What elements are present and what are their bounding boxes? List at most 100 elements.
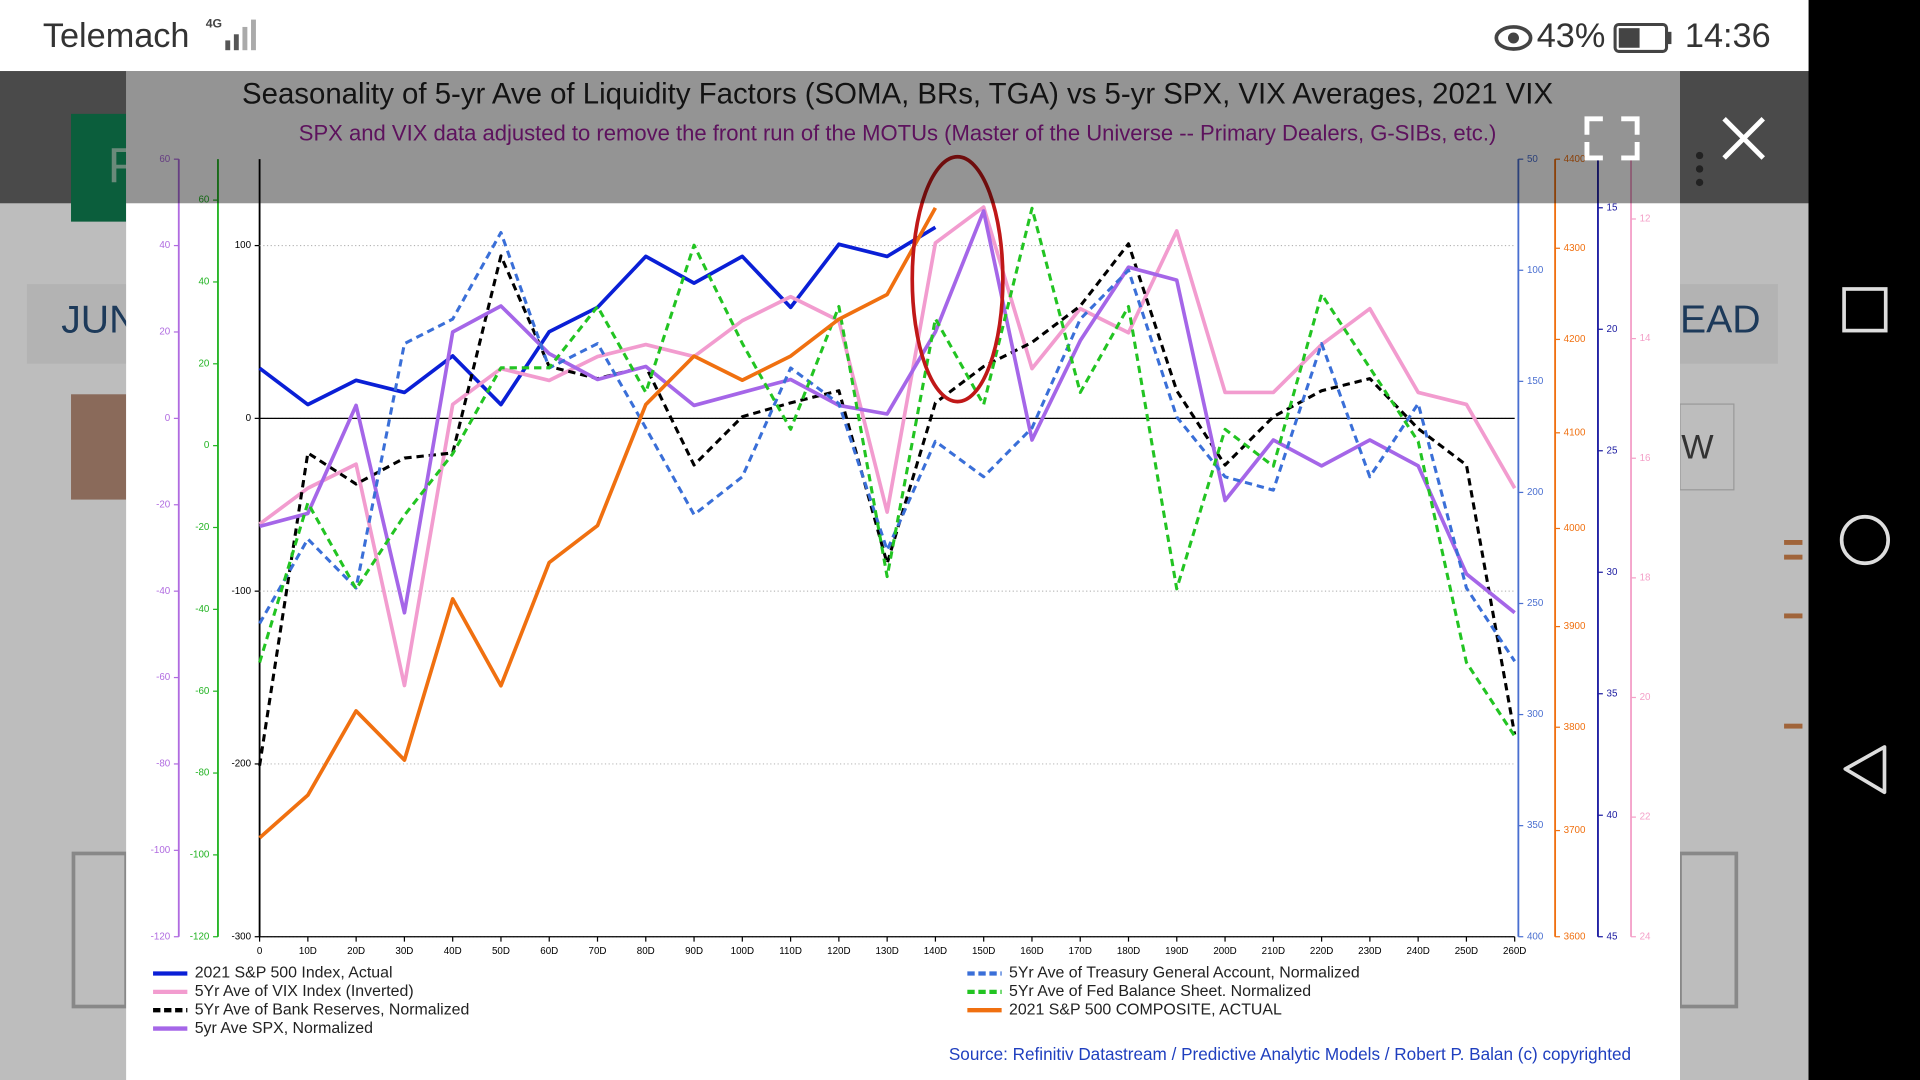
y-tick-label: 4400	[1564, 154, 1586, 165]
y-tick-label: 200	[1527, 487, 1544, 498]
x-tick-label: 150D	[972, 946, 995, 957]
y-tick-label: -20	[156, 499, 171, 510]
x-tick-label: 240D	[1406, 946, 1429, 957]
eye-icon	[1494, 25, 1533, 51]
status-bar	[0, 0, 1920, 72]
app-tab-text: EAD	[1680, 298, 1761, 341]
y-tick-label: -40	[156, 586, 171, 597]
x-tick-label: 260D	[1503, 946, 1526, 957]
x-tick-label: 50D	[492, 946, 510, 957]
y-tick-label: 0	[204, 440, 210, 451]
battery-percent: 43%	[1537, 17, 1606, 55]
y-tick-label: 3800	[1564, 722, 1586, 733]
more-menu[interactable]	[1695, 151, 1704, 187]
y-tick-label: 60	[159, 154, 170, 165]
x-tick-label: 60D	[540, 946, 558, 957]
chart-title: Seasonality of 5-yr Ave of Liquidity Fac…	[242, 77, 1553, 110]
y-tick-label: 22	[1640, 812, 1651, 823]
y-tick-label: 20	[159, 327, 170, 338]
chart-image	[126, 71, 1681, 1080]
legend-label: 5yr Ave SPX, Normalized	[195, 1020, 373, 1037]
legend-label: 5Yr Ave of Fed Balance Sheet. Normalized	[1009, 983, 1311, 1000]
y-tick-label: 60	[198, 195, 209, 206]
x-tick-label: 190D	[1165, 946, 1188, 957]
legend-label: 2021 S&P 500 COMPOSITE, ACTUAL	[1009, 1001, 1282, 1018]
x-tick-label: 10D	[299, 946, 317, 957]
series-line	[259, 209, 1516, 615]
app-markers	[1784, 540, 1803, 729]
x-tick-label: 120D	[827, 946, 850, 957]
y-tick-label: 45	[1607, 931, 1618, 942]
y-tick-label: 4100	[1564, 427, 1586, 438]
recent-apps-button[interactable]	[1842, 287, 1888, 333]
x-tick-label: 90D	[685, 946, 703, 957]
y-tick-label: 14	[1640, 333, 1651, 344]
series-line	[258, 206, 1516, 738]
x-tick-label: 160D	[1020, 946, 1043, 957]
y-tick-label: 20	[1640, 692, 1651, 703]
app-tab-text: JUN	[61, 298, 137, 341]
app-logo	[71, 113, 127, 222]
y-tick-label: 100	[1527, 265, 1544, 276]
y-tick-label: 0	[165, 413, 171, 424]
chart-source: Source: Refinitiv Datastream / Predictiv…	[949, 1044, 1631, 1064]
y-tick-label: 40	[1607, 810, 1618, 821]
x-tick-label: 170D	[1069, 946, 1092, 957]
y-tick-label: -60	[195, 686, 210, 697]
y-tick-label: 4200	[1564, 334, 1586, 345]
y-tick-label: 16	[1640, 453, 1651, 464]
y-tick-label: 3600	[1564, 931, 1586, 942]
y-tick-label: -80	[195, 768, 210, 779]
y-tick-label: 20	[1607, 324, 1618, 335]
series-line	[258, 207, 937, 840]
x-tick-label: 140D	[924, 946, 947, 957]
series-line	[258, 242, 1517, 766]
x-tick-label: 180D	[1117, 946, 1140, 957]
y-tick-label: -20	[195, 522, 210, 533]
y-tick-label: -120	[151, 931, 171, 942]
fullscreen-button[interactable]	[1584, 116, 1640, 161]
app-tab[interactable]	[26, 284, 127, 364]
back-button[interactable]	[1843, 745, 1887, 795]
y-tick-label: 30	[1607, 567, 1618, 578]
y-tick-label: 20	[198, 358, 209, 369]
y-tick-label: 3900	[1564, 621, 1586, 632]
y-tick-label: 15	[1607, 202, 1618, 213]
y-tick-label: -100	[231, 586, 251, 597]
y-tick-label: 18	[1640, 572, 1651, 583]
y-tick-label: -120	[190, 931, 210, 942]
x-tick-label: 40D	[444, 946, 462, 957]
carrier: Telemach	[43, 17, 190, 55]
chart: Seasonality of 5-yr Ave of Liquidity Fac…	[151, 77, 1651, 1064]
y-tick-label: 400	[1527, 931, 1544, 942]
x-tick-label: 80D	[637, 946, 655, 957]
chart-subtitle: SPX and VIX data adjusted to remove the …	[299, 121, 1497, 146]
close-button[interactable]	[1722, 117, 1765, 160]
y-tick-label: 24	[1640, 931, 1651, 942]
y-tick-label: 40	[159, 240, 170, 251]
x-tick-label: 200D	[1213, 946, 1236, 957]
y-tick-label: 12	[1640, 214, 1651, 225]
y-tick-label: -60	[156, 672, 171, 683]
y-tick-label: 350	[1527, 820, 1544, 831]
y-tick-label: -300	[231, 931, 251, 942]
app-button-text: W	[1681, 428, 1714, 466]
y-tick-label: -100	[151, 845, 171, 856]
signal-icon	[225, 19, 256, 51]
y-tick-label: -200	[231, 759, 251, 770]
battery-icon	[1613, 22, 1672, 53]
y-tick-label: 0	[246, 413, 252, 424]
x-tick-label: 220D	[1310, 946, 1333, 957]
x-tick-label: 250D	[1455, 946, 1478, 957]
x-tick-label: 110D	[779, 946, 802, 957]
annotation-ellipse	[910, 154, 1005, 404]
app-tab[interactable]	[1680, 284, 1778, 364]
legend-label: 2021 S&P 500 Index, Actual	[195, 965, 393, 982]
legend-label: 5Yr Ave of VIX Index (Inverted)	[195, 983, 414, 1000]
clock: 14:36	[1685, 17, 1771, 55]
home-button[interactable]	[1839, 514, 1890, 566]
viewer-overlay	[126, 71, 1681, 204]
y-tick-label: 35	[1607, 688, 1618, 699]
x-tick-label: 0	[257, 946, 263, 957]
x-tick-label: 20D	[347, 946, 365, 957]
